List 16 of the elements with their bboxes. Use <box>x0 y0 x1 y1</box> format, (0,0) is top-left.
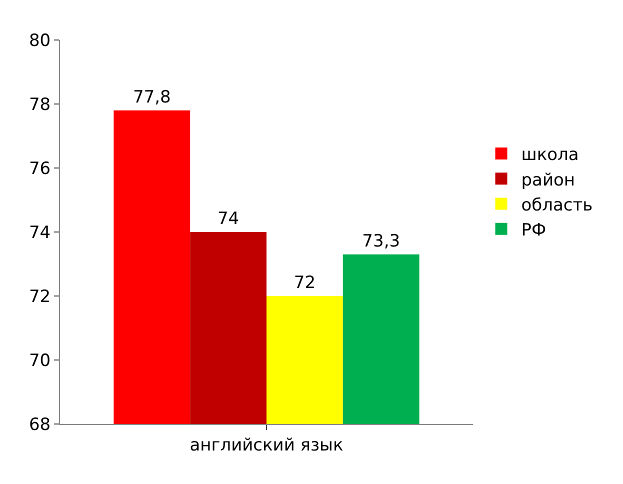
data-label: 77,8 <box>132 87 171 108</box>
y-tick-label: 72 <box>28 286 51 307</box>
y-tick-label: 68 <box>28 414 51 435</box>
legend-label: РФ <box>521 220 546 240</box>
y-tick-label: 76 <box>28 158 51 179</box>
y-tick-label: 78 <box>28 94 51 115</box>
legend-label: район <box>521 170 576 190</box>
x-tick-label: английский язык <box>190 435 344 456</box>
data-label: 74 <box>217 209 240 229</box>
legend-label: школа <box>521 145 579 166</box>
legend-label: область <box>521 195 593 216</box>
y-tick-label: 74 <box>28 222 51 243</box>
data-label: 72 <box>294 273 316 293</box>
y-tick-label: 80 <box>28 30 51 51</box>
y-tick-label: 70 <box>28 350 51 371</box>
data-label: 73,3 <box>362 231 400 252</box>
